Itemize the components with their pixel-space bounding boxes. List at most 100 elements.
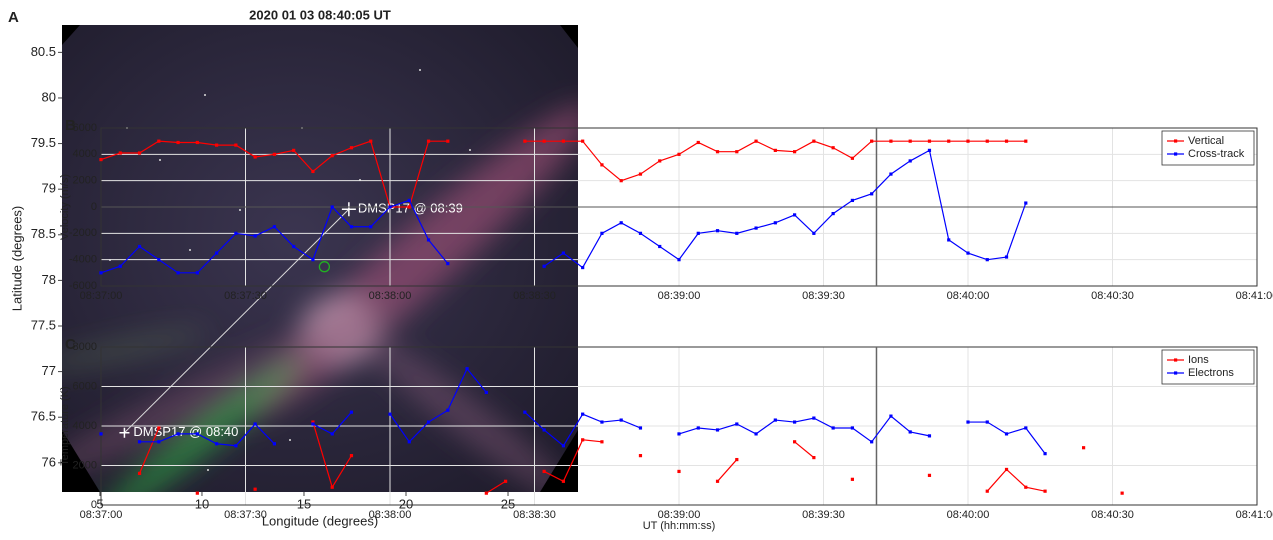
data-point — [831, 211, 835, 216]
x-tick-label: 08:39:30 — [802, 290, 845, 302]
data-point — [292, 148, 296, 152]
y-tick-label: 77 — [42, 363, 56, 378]
data-point — [908, 139, 912, 143]
data-point — [581, 265, 585, 270]
legend-box — [1161, 130, 1255, 166]
data-point — [773, 418, 777, 422]
y-tick-label: 80 — [42, 89, 56, 104]
data-point — [812, 456, 816, 460]
data-point — [542, 264, 546, 268]
y-tick-label: 80.5 — [31, 44, 56, 59]
x-tick-label: 08:37:00 — [80, 290, 123, 302]
data-point — [793, 213, 797, 217]
sky-image — [62, 25, 578, 492]
data-point — [658, 244, 662, 249]
data-point — [349, 146, 354, 150]
data-point — [696, 426, 700, 430]
y-tick-label: 4000 — [73, 420, 97, 432]
data-point — [715, 150, 720, 154]
data-point — [889, 414, 893, 418]
data-point — [966, 251, 970, 255]
legend-marker — [1174, 139, 1178, 143]
data-point — [812, 416, 816, 420]
y-tick-label: 0 — [91, 499, 97, 511]
data-point — [581, 438, 585, 442]
data-point — [446, 262, 450, 266]
data-point — [966, 139, 970, 143]
data-point — [426, 238, 431, 242]
y-tick-label: 78.5 — [31, 226, 56, 241]
data-point — [253, 155, 257, 159]
x-tick-label: 08:38:00 — [369, 290, 412, 302]
data-point — [523, 139, 527, 143]
data-point — [735, 231, 739, 235]
data-point — [215, 251, 219, 255]
data-point — [985, 139, 989, 143]
data-point — [369, 225, 373, 229]
y-tick-label: 76 — [42, 454, 56, 469]
data-point — [1004, 139, 1009, 143]
y-axis-label: Latitude (degrees) — [9, 206, 24, 312]
x-tick-label: 08:39:30 — [802, 509, 845, 521]
data-point — [484, 390, 488, 395]
data-point — [638, 454, 643, 458]
y-tick-label: 76.5 — [31, 409, 56, 424]
data-point — [426, 420, 431, 424]
x-tick-label: 08:40:00 — [947, 290, 990, 302]
data-point — [600, 231, 604, 235]
legend-label: Ions — [1188, 354, 1209, 366]
data-point — [619, 221, 623, 225]
data-point — [369, 139, 373, 143]
data-point — [1024, 139, 1028, 143]
data-point — [118, 151, 122, 155]
data-point — [927, 139, 932, 143]
data-point — [253, 422, 257, 426]
data-point — [234, 231, 238, 235]
data-point — [176, 271, 180, 275]
data-point — [157, 258, 161, 262]
data-point — [542, 428, 546, 432]
data-point — [889, 172, 893, 176]
data-point — [137, 471, 142, 475]
data-point — [195, 432, 199, 436]
data-point — [947, 139, 951, 143]
data-point — [561, 444, 565, 448]
data-point — [118, 264, 122, 268]
x-tick-label: 08:41:00 — [1236, 509, 1273, 521]
y-tick-label: 79 — [42, 181, 56, 196]
data-point — [735, 150, 739, 154]
position-marker — [119, 427, 130, 438]
data-point — [311, 258, 315, 262]
y-axis-label: Temperature (K) — [59, 386, 71, 465]
data-point — [619, 418, 623, 422]
x-tick-label: 08:37:30 — [224, 509, 267, 521]
data-point — [272, 152, 276, 156]
data-point — [195, 491, 199, 495]
data-point — [619, 179, 623, 183]
data-point — [311, 422, 315, 426]
data-point — [1120, 491, 1124, 495]
track-line — [124, 208, 350, 434]
data-point — [330, 485, 334, 489]
y-tick-label: 78 — [42, 272, 56, 287]
x-tick-label: 10 — [195, 496, 209, 511]
data-point — [715, 428, 720, 432]
data-point — [137, 244, 142, 249]
data-point — [658, 159, 662, 163]
data-point — [889, 139, 893, 143]
data-point — [272, 442, 276, 446]
plot-frame — [100, 346, 1258, 506]
data-point — [773, 148, 777, 152]
data-point — [773, 221, 777, 225]
data-point — [484, 491, 488, 495]
data-point — [947, 238, 951, 242]
data-point — [927, 148, 932, 152]
x-tick-label: 08:37:30 — [224, 290, 267, 302]
data-point — [407, 440, 411, 444]
data-point — [715, 229, 720, 233]
legend-marker — [1174, 358, 1178, 362]
data-point — [638, 426, 643, 430]
x-tick-label: 08:40:00 — [947, 509, 990, 521]
data-point — [176, 432, 180, 436]
data-point — [908, 159, 912, 163]
